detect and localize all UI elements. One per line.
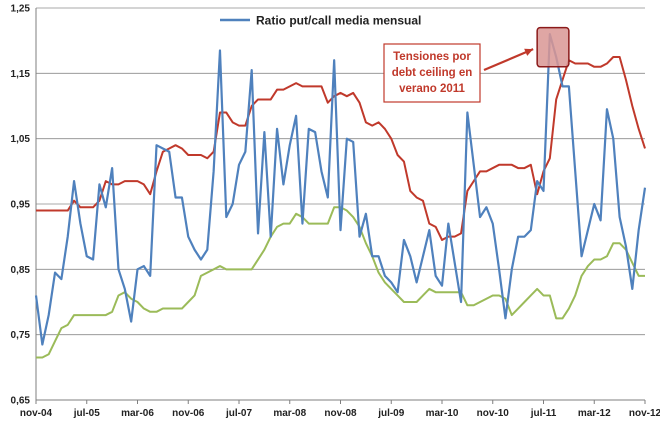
series-layer (34, 33, 647, 359)
annotation-line: debt ceiling en (392, 67, 473, 79)
legend: Ratio put/call media mensual (220, 14, 421, 28)
annotation-arrow (483, 48, 534, 72)
y-tick-label: 0,85 (11, 265, 31, 276)
annotation: Tensiones por debt ceiling en verano 2011 (383, 43, 534, 103)
x-tick-label: mar-08 (273, 408, 306, 419)
annotation-arrowhead (524, 48, 534, 56)
x-tick-label: jul-11 (530, 408, 557, 419)
x-tick-label: mar-06 (121, 408, 154, 419)
x-tick-label: jul-05 (73, 408, 101, 419)
y-tick-label: 0,95 (11, 200, 31, 211)
annotation-line: verano 2011 (399, 83, 465, 95)
x-tick-label: nov-10 (477, 408, 510, 419)
x-tick-label: nov-08 (324, 408, 357, 419)
y-tick-label: 0,75 (11, 330, 31, 341)
y-tick-label: 1,25 (11, 4, 31, 15)
y-tick-label: 0,65 (11, 396, 31, 407)
x-tick-label: jul-07 (225, 408, 253, 419)
y-tick-label: 1,15 (11, 69, 31, 80)
x-tick-label: jul-09 (377, 408, 405, 419)
legend-label: Ratio put/call media mensual (256, 14, 421, 28)
annotation-box (383, 43, 481, 103)
annotation-line: Tensiones por (393, 51, 471, 63)
y-axis-tick-labels: 0,65 0,75 0,85 0,95 1,05 1,15 1,25 (11, 4, 31, 407)
y-tick-label: 1,05 (11, 134, 31, 145)
series-line-put-call-ratio (34, 33, 647, 346)
axes (35, 8, 645, 401)
x-tick-label: mar-10 (426, 408, 459, 419)
x-tick-label: nov-04 (20, 408, 53, 419)
x-axis-tick-labels: nov-04 jul-05 mar-06 nov-06 jul-07 mar-08 nov-… (20, 400, 660, 419)
x-tick-label: nov-12 (629, 408, 660, 419)
x-tick-label: mar-12 (578, 408, 611, 419)
highlight-layer (536, 26, 570, 68)
x-tick-label: nov-06 (172, 408, 205, 419)
highlight-box (536, 26, 570, 68)
